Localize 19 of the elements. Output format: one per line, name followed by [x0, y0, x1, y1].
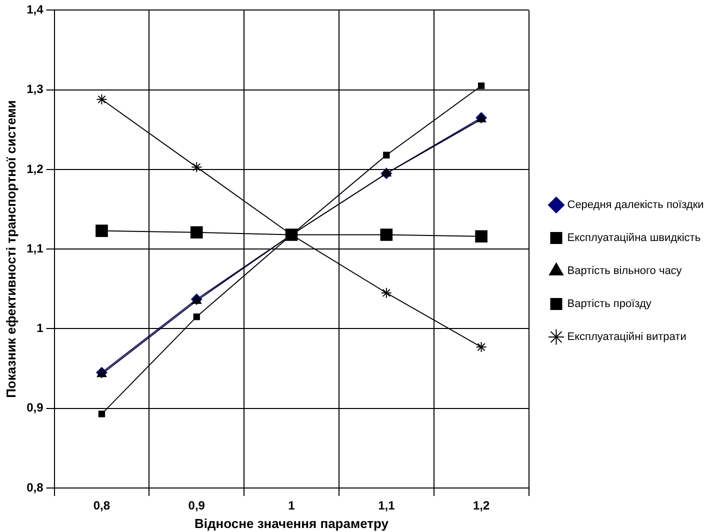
- y-axis-title: Показник ефективності транспортної системи: [3, 100, 18, 398]
- x-axis-title: Відносне значення параметру: [194, 516, 390, 531]
- y-tick-label: 1,4: [26, 2, 44, 17]
- legend-label: Експлуатаційні витрати: [567, 331, 686, 344]
- y-tick-label: 0,8: [26, 480, 44, 494]
- legend-label: Експлуатаційна швидкість: [567, 232, 701, 244]
- y-tick-label: 0,9: [26, 400, 44, 415]
- x-tick-label: 0,8: [93, 498, 110, 513]
- x-tick-label: 1,1: [378, 498, 396, 513]
- x-tick-label: 1: [288, 498, 296, 513]
- legend-label: Вартість проїзду: [567, 298, 652, 310]
- y-tick-label: 1: [36, 321, 44, 336]
- legend-label: Вартість вільного часу: [567, 265, 682, 278]
- x-tick-label: 0,9: [188, 498, 206, 513]
- legend-label: Середня далекість поїздки: [567, 199, 704, 212]
- y-tick-label: 1,1: [26, 241, 44, 256]
- y-tick-label: 1,2: [26, 162, 44, 176]
- x-tick-label: 1,2: [472, 498, 490, 513]
- y-tick-label: 1,3: [26, 82, 44, 96]
